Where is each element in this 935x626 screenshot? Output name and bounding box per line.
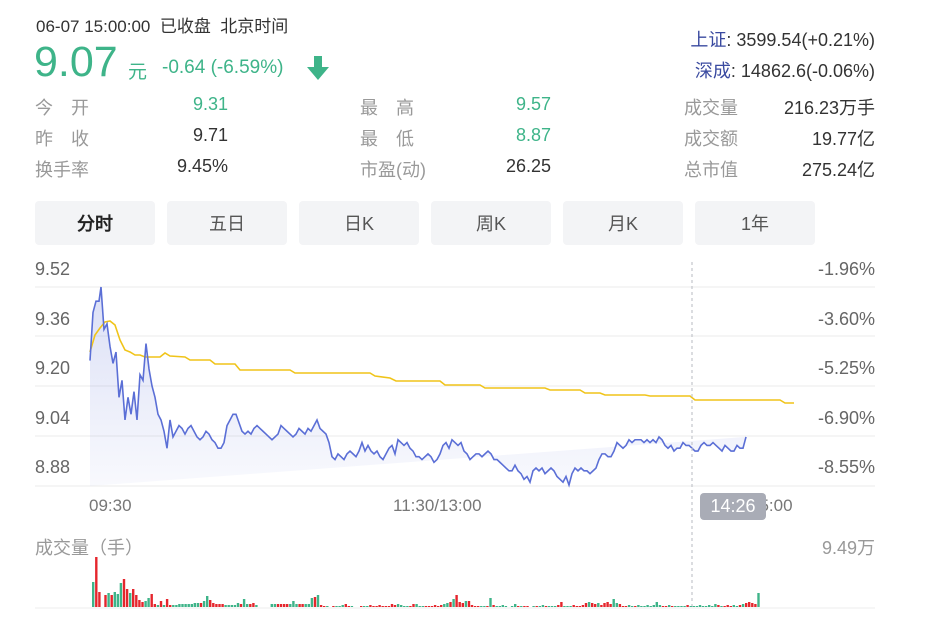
y-axis-left-label: 9.20	[35, 358, 71, 378]
stat-label-open: 今 开	[35, 98, 89, 118]
tab-one-year[interactable]: 1年	[695, 201, 815, 245]
market-status: 已收盘	[159, 17, 211, 36]
index-sz-name: 深成	[694, 61, 731, 81]
y-axis-left-label: 9.04	[35, 408, 71, 428]
datetime: 06-07 15:00:00	[36, 17, 151, 36]
average-price-line	[89, 320, 794, 404]
stat-label-volume: 成交量	[684, 98, 738, 118]
tab-monthly-k[interactable]: 月K	[563, 201, 683, 245]
stat-value-high: 9.57	[515, 94, 551, 114]
volume-title: 成交量（手）	[35, 538, 143, 558]
y-axis-right-label: -6.90%	[817, 408, 875, 428]
index-sh-value: : 3599.54(+0.21%)	[726, 30, 875, 50]
stat-label-turnover: 换手率	[35, 160, 89, 180]
stat-value-low: 8.87	[515, 125, 551, 145]
tab-intraday[interactable]: 分时	[35, 201, 155, 245]
stat-value-market-cap: 275.24亿	[801, 160, 875, 180]
stat-value-open: 9.31	[192, 94, 228, 114]
stat-value-pe: 26.25	[505, 156, 551, 176]
index-sh-name: 上证	[690, 30, 727, 50]
y-axis-right-label: -8.55%	[817, 457, 875, 477]
stat-label-low: 最 低	[360, 129, 414, 149]
volume-max-label: 9.49万	[821, 538, 875, 558]
tab-weekly-k[interactable]: 周K	[431, 201, 551, 245]
tab-daily-k[interactable]: 日K	[299, 201, 419, 245]
y-axis-left-label: 9.52	[35, 259, 71, 279]
volume-bars	[92, 557, 760, 607]
stat-value-volume: 216.23万手	[783, 98, 875, 118]
price-change: -0.64 (-6.59%)	[162, 57, 284, 78]
y-axis-right-label: -5.25%	[817, 358, 875, 378]
stat-label-pe: 市盈(动)	[360, 160, 426, 180]
current-price: 9.07	[34, 38, 118, 86]
stat-value-amount: 19.77亿	[811, 129, 875, 149]
stat-label-amount: 成交额	[684, 129, 738, 149]
price-area-fill	[90, 287, 746, 486]
timezone-label: 北京时间	[220, 17, 289, 36]
y-axis-left-label: 8.88	[35, 457, 71, 477]
index-sh[interactable]: 上证: 3599.54(+0.21%)	[690, 26, 875, 52]
y-axis-right-label: -1.96%	[817, 259, 875, 279]
chart-period-tabs: 分时 五日 日K 周K 月K 1年	[35, 201, 815, 245]
stat-value-turnover: 9.45%	[176, 156, 228, 176]
index-sz[interactable]: 深成: 14862.6(-0.06%)	[695, 57, 875, 83]
down-arrow-icon	[307, 56, 329, 80]
y-axis-left-label: 9.36	[35, 309, 71, 329]
index-sz-value: : 14862.6(-0.06%)	[730, 61, 875, 81]
price-unit: 元	[128, 62, 148, 83]
stat-label-prev-close: 昨 收	[35, 129, 89, 149]
stat-value-prev-close: 9.71	[192, 125, 228, 145]
x-axis-label-open: 09:30	[89, 496, 132, 515]
tab-five-day[interactable]: 五日	[167, 201, 287, 245]
y-axis-right-label: -3.60%	[817, 309, 875, 329]
stat-label-high: 最 高	[360, 98, 414, 118]
stat-label-market-cap: 总市值	[684, 160, 738, 180]
quote-header-time: 06-07 15:00:00 已收盘 北京时间	[36, 12, 288, 37]
price-line	[89, 286, 747, 488]
crosshair-time-badge: 14:26	[700, 493, 766, 520]
x-axis-label-midday: 11:30/13:00	[393, 496, 482, 515]
